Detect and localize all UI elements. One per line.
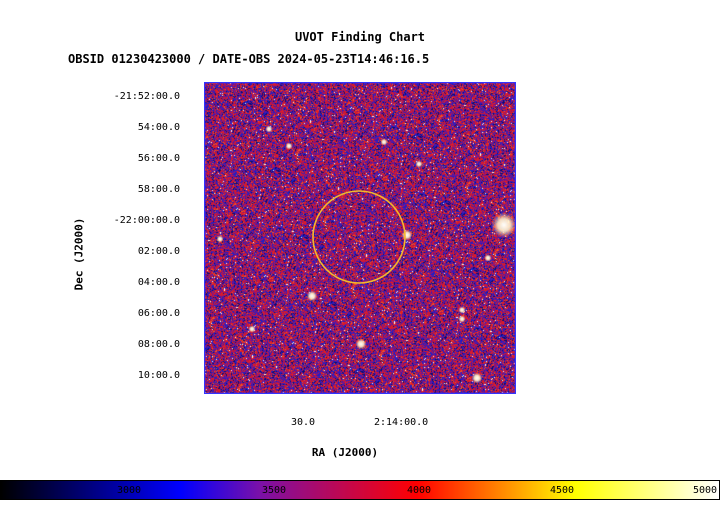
- y-axis-label: Dec (J2000): [72, 217, 86, 291]
- x-axis-label: RA (J2000): [311, 446, 379, 459]
- dec-tick: 54:00.0: [137, 122, 180, 133]
- colorbar-tick: 3000: [116, 485, 142, 496]
- sky-image: [204, 82, 516, 394]
- dec-tick: 58:00.0: [137, 184, 180, 195]
- dec-tick: 04:00.0: [137, 277, 180, 288]
- sky-image-canvas: [204, 82, 516, 394]
- dec-tick: 02:00.0: [137, 246, 180, 257]
- target-region-circle[interactable]: [312, 190, 406, 284]
- dec-tick: 56:00.0: [137, 153, 180, 164]
- dec-tick: 08:00.0: [137, 339, 180, 350]
- dec-tick: 06:00.0: [137, 308, 180, 319]
- observation-subtitle: OBSID 01230423000 / DATE-OBS 2024-05-23T…: [68, 52, 430, 66]
- colorbar-tick: 5000: [692, 485, 718, 496]
- image-overlay: [204, 82, 516, 394]
- dec-tick: -21:52:00.0: [113, 91, 180, 102]
- ra-tick: 30.0: [291, 417, 316, 428]
- dec-tick: -22:00:00.0: [113, 215, 180, 226]
- colorbar-tick: 3500: [261, 485, 287, 496]
- colorbar: [0, 480, 720, 500]
- image-frame-border: [204, 82, 516, 394]
- dec-tick: 10:00.0: [137, 370, 180, 381]
- ra-tick: 2:14:00.0: [374, 417, 429, 428]
- chart-title: UVOT Finding Chart: [294, 30, 426, 44]
- colorbar-tick: 4500: [549, 485, 575, 496]
- colorbar-tick: 4000: [406, 485, 432, 496]
